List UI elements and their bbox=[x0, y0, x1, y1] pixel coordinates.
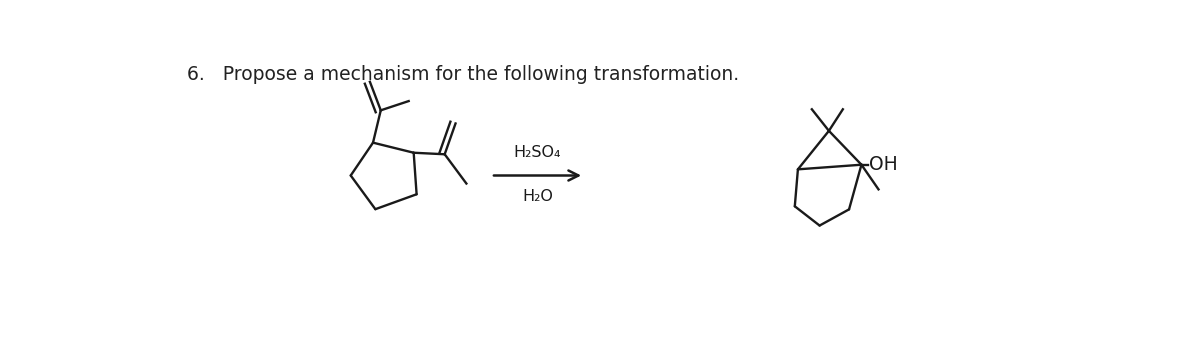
Text: 6.   Propose a mechanism for the following transformation.: 6. Propose a mechanism for the following… bbox=[187, 65, 739, 84]
Text: H₂SO₄: H₂SO₄ bbox=[514, 145, 562, 160]
Text: H₂O: H₂O bbox=[522, 189, 553, 204]
Text: OH: OH bbox=[869, 155, 898, 174]
